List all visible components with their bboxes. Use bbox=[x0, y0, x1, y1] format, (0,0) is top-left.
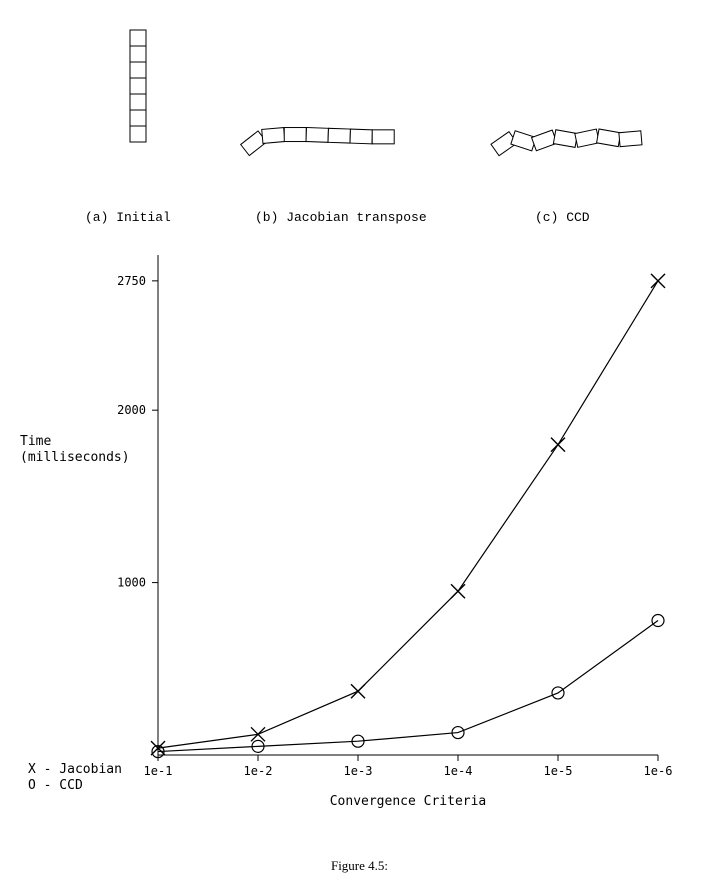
svg-text:1000: 1000 bbox=[117, 576, 146, 590]
panel-label-b: (b) Jacobian transpose bbox=[255, 210, 427, 225]
panel-label-a: (a) Initial bbox=[85, 210, 171, 225]
svg-text:2750: 2750 bbox=[117, 274, 146, 288]
svg-text:1e-5: 1e-5 bbox=[544, 764, 573, 778]
svg-text:1e-6: 1e-6 bbox=[644, 764, 673, 778]
svg-text:1e-2: 1e-2 bbox=[244, 764, 273, 778]
svg-text:Time: Time bbox=[20, 434, 51, 449]
svg-text:1e-3: 1e-3 bbox=[344, 764, 373, 778]
panel-label-c: (c) CCD bbox=[535, 210, 590, 225]
svg-text:2000: 2000 bbox=[117, 403, 146, 417]
convergence-chart: 1000 2000 2750 1e-1 1e-2 1e-3 1e-4 1e-5 1e-6 Time… bbox=[0, 232, 719, 852]
svg-text:(milliseconds): (milliseconds) bbox=[20, 450, 130, 465]
svg-text:Convergence Criteria: Convergence Criteria bbox=[330, 794, 487, 809]
svg-text:X - Jacobian: X - Jacobian bbox=[28, 762, 122, 777]
svg-text:O - CCD: O - CCD bbox=[28, 778, 83, 793]
svg-text:1e-4: 1e-4 bbox=[444, 764, 473, 778]
figure-caption: Figure 4.5: bbox=[0, 858, 719, 874]
svg-text:1e-1: 1e-1 bbox=[144, 764, 173, 778]
chain-illustrations bbox=[0, 0, 719, 200]
